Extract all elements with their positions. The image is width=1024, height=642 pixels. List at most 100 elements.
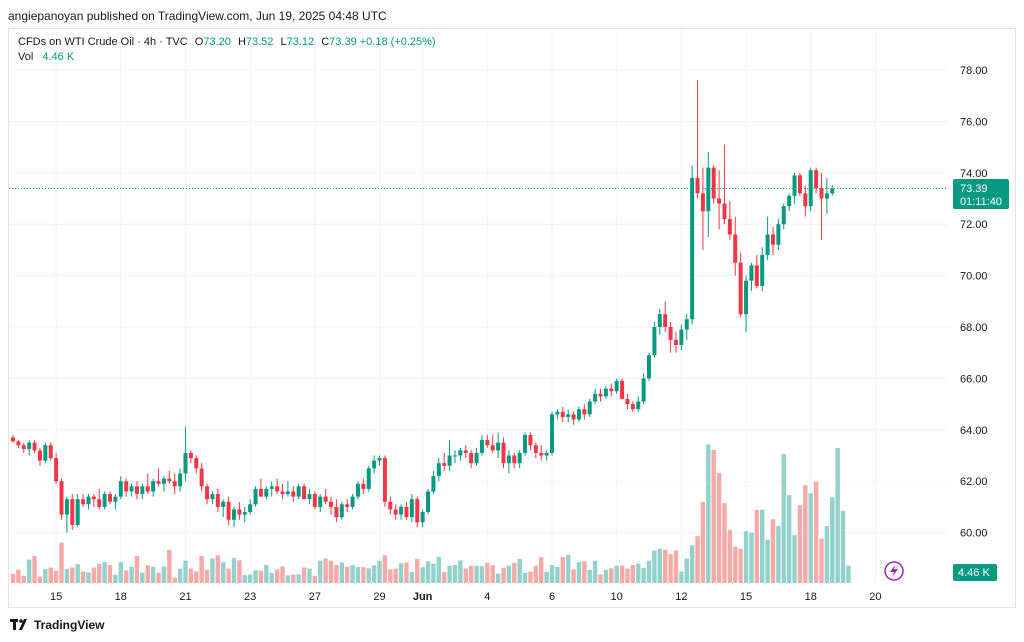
volume-bar	[749, 532, 754, 583]
volume-bar	[560, 557, 565, 583]
volume-bar	[452, 565, 458, 583]
volume-bar	[517, 558, 522, 583]
volume-bar	[770, 519, 776, 583]
volume-bar	[722, 503, 727, 583]
candle-body	[307, 494, 312, 500]
candle	[145, 473, 150, 495]
volume-bar	[280, 566, 285, 583]
price-tick-label: 62.00	[960, 476, 988, 488]
time-tick-label: 23	[244, 591, 256, 603]
time-tick-label: 6	[549, 591, 555, 603]
candle	[830, 185, 835, 196]
candle-body	[420, 512, 425, 523]
candle-body	[231, 509, 236, 520]
volume-label[interactable]: Vol	[18, 51, 34, 63]
volume-bar	[86, 572, 91, 583]
volume-bar	[404, 562, 409, 583]
volume-bar	[501, 567, 506, 583]
candle	[770, 226, 775, 256]
volume-bar	[140, 572, 145, 583]
volume-bar	[274, 569, 280, 583]
price-tick-label: 76.00	[960, 116, 988, 128]
volume-bar	[134, 556, 140, 583]
candle-body	[167, 478, 172, 482]
candle-body	[242, 512, 247, 515]
candle-body	[345, 504, 350, 507]
candle	[690, 165, 695, 325]
candle-body	[490, 445, 495, 451]
candle	[275, 478, 280, 495]
candle-body	[630, 404, 635, 410]
candle	[167, 470, 172, 484]
candle	[27, 440, 32, 456]
candle-body	[544, 452, 549, 456]
volume-bar	[242, 575, 247, 583]
volume-bar	[80, 571, 86, 583]
candle-body	[738, 262, 743, 315]
volume-bar	[684, 558, 689, 583]
time-axis[interactable]: 15 18 21 23 27 29 Jun 4 6 10 12 15 18 20	[50, 591, 882, 603]
volume-bar	[447, 565, 452, 583]
volume-bar	[10, 574, 16, 583]
candle	[323, 488, 328, 505]
candle-body	[695, 177, 700, 194]
candle	[555, 409, 560, 420]
candle	[733, 216, 738, 276]
volume-bar	[840, 511, 846, 583]
volume-bar	[150, 566, 156, 583]
candle-body	[355, 483, 360, 497]
volume-bar	[172, 577, 177, 583]
candle-body	[781, 206, 786, 225]
candle-body	[415, 499, 420, 523]
candle	[312, 491, 317, 510]
candle	[485, 434, 490, 448]
volume-bar	[296, 574, 301, 583]
volume-bar	[528, 571, 533, 583]
volume-legend-row: Vol 4.46 K	[18, 50, 436, 65]
candle	[722, 144, 727, 225]
candle-body	[760, 255, 765, 286]
candle-body	[188, 452, 193, 459]
candle	[749, 262, 754, 292]
candle-body	[296, 486, 301, 497]
volume-bar	[576, 562, 582, 583]
time-tick-label: 27	[309, 591, 321, 603]
volume-bar	[377, 560, 382, 583]
footer-brand[interactable]: TradingView	[34, 618, 105, 632]
candle-body	[501, 442, 506, 464]
candle	[415, 496, 420, 528]
candle-body	[431, 476, 436, 492]
candle-body	[700, 193, 705, 212]
candle-body	[194, 458, 199, 469]
volume-bar	[689, 545, 695, 583]
candle-body	[264, 488, 269, 497]
volume-bar	[37, 576, 43, 583]
low-key: L	[280, 36, 287, 48]
price-axis[interactable]: 78.00 76.00 74.00 72.00 70.00 68.00 66.00 64.00…	[960, 65, 988, 540]
volume-bar	[544, 571, 549, 583]
volume-bar	[824, 526, 830, 583]
candle	[134, 481, 139, 500]
volume-bar	[522, 572, 528, 583]
candle	[285, 481, 290, 497]
candle-body	[641, 378, 646, 402]
candle-body	[447, 455, 452, 466]
candle	[598, 388, 603, 402]
volume-bar	[700, 502, 706, 583]
candle-body	[452, 455, 457, 457]
candle-body	[625, 398, 630, 405]
candle-body	[652, 327, 657, 356]
candle	[307, 488, 312, 505]
volume-bar	[797, 505, 803, 583]
candle	[803, 185, 808, 217]
candle	[814, 167, 819, 194]
volume-bar	[334, 565, 339, 583]
lightning-icon[interactable]	[884, 561, 904, 581]
symbol-label[interactable]: CFDs on WTI Crude Oil · 4h · TVC	[18, 36, 188, 48]
footer: TradingView	[10, 618, 104, 632]
candle	[652, 321, 657, 358]
candle-body	[593, 393, 598, 402]
volume-bar	[565, 554, 571, 583]
volume-bar	[43, 568, 48, 583]
